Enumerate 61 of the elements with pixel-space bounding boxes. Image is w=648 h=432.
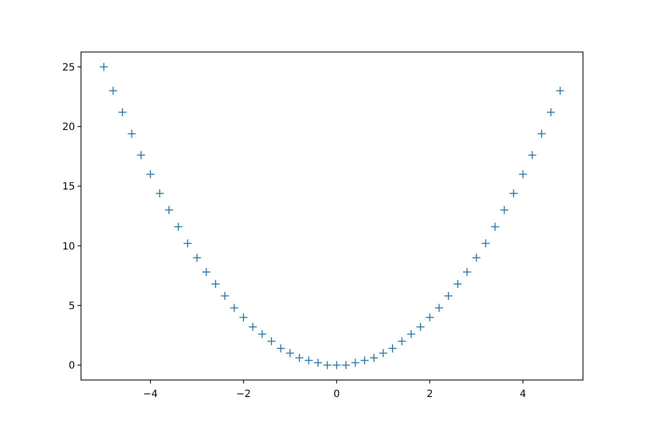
point (146, 170, 155, 179)
point (230, 303, 239, 312)
point (453, 279, 462, 288)
point (537, 129, 546, 138)
point (397, 336, 406, 346)
point (108, 86, 118, 96)
point (286, 348, 295, 358)
point (406, 330, 416, 339)
point (350, 358, 360, 368)
point (294, 353, 304, 362)
point (360, 356, 370, 365)
point (528, 150, 537, 160)
x-tick-label: 2 (426, 389, 433, 400)
point (462, 268, 472, 277)
point (258, 330, 267, 339)
point (388, 344, 398, 353)
y-tick-label: 20 (62, 122, 75, 134)
point (136, 150, 146, 160)
point (266, 336, 276, 346)
point (192, 253, 202, 262)
point (518, 170, 528, 179)
point (416, 322, 425, 332)
point (369, 353, 378, 362)
point (341, 360, 350, 370)
point (202, 268, 211, 277)
point (220, 291, 230, 300)
x-tick-label: −4 (143, 389, 158, 400)
point (304, 356, 314, 365)
point (490, 222, 500, 232)
point (378, 348, 388, 358)
point (164, 206, 174, 215)
y-tick-label: 0 (68, 360, 75, 372)
point (546, 108, 556, 117)
x-tick-label: 0 (333, 389, 340, 400)
point (509, 188, 518, 198)
point (425, 312, 434, 322)
point (322, 360, 332, 370)
y-tick-label: 15 (62, 182, 75, 193)
y-tick-label: 25 (62, 62, 75, 74)
point (314, 358, 323, 368)
point (248, 322, 258, 332)
x-tick-label: −2 (236, 389, 251, 400)
point (332, 360, 342, 370)
point (211, 279, 220, 288)
point (127, 129, 136, 138)
point (472, 253, 481, 262)
point (500, 206, 509, 215)
x-tick-label: 4 (520, 389, 526, 400)
point (481, 238, 490, 248)
point (556, 86, 565, 96)
point (174, 222, 183, 232)
point (99, 62, 108, 72)
point (155, 188, 164, 198)
point (183, 238, 192, 248)
y-tick-label: 10 (62, 241, 75, 252)
point (276, 344, 286, 353)
point (444, 291, 453, 300)
y-tick-label: 5 (68, 300, 75, 312)
point (434, 303, 444, 312)
point (239, 312, 248, 322)
point (118, 108, 127, 117)
